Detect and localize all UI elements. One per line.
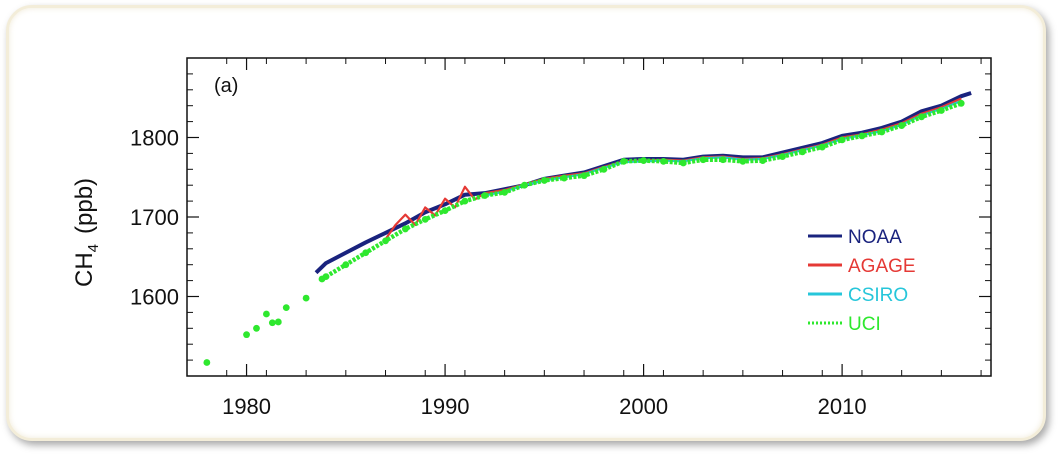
legend-label-csiro: CSIRO [848, 285, 908, 306]
ticks-layer: 1600 1700 1800 1980 1990 2000 2010 [130, 58, 991, 419]
series-uci-point [243, 331, 250, 339]
legend-label-uci: UCI [848, 314, 881, 335]
y-axis-label-unit: (ppb) [71, 178, 98, 234]
y-tick-label: 1700 [130, 205, 179, 230]
panel-label: (a) [214, 75, 238, 97]
x-tick-label: 1990 [421, 394, 470, 419]
y-tick-label: 1600 [130, 285, 179, 310]
y-axis-label-main: CH [71, 252, 98, 287]
legend-label-agage: AGAGE [848, 256, 916, 277]
y-axis-label-subscript: 4 [85, 244, 102, 252]
series-uci-point [274, 318, 282, 326]
legend-label-noaa: NOAA [848, 227, 902, 248]
series-layer [203, 91, 972, 366]
x-tick-label: 2010 [818, 394, 867, 419]
legend: NOAA AGAGE CSIRO UCI [808, 227, 916, 335]
x-tick-label: 2000 [619, 394, 668, 419]
y-axis-label: CH4 (ppb) [71, 178, 102, 287]
series-uci-point [282, 304, 290, 312]
series-uci-line [320, 101, 962, 281]
series-uci-point [253, 324, 260, 332]
y-tick-label: 1800 [130, 126, 179, 151]
series-uci-point [268, 319, 276, 327]
series-uci-point [203, 359, 211, 366]
series-uci-point [302, 294, 310, 302]
x-tick-label: 1980 [222, 394, 271, 419]
plot-area [186, 57, 992, 377]
series-uci-point [263, 310, 270, 318]
